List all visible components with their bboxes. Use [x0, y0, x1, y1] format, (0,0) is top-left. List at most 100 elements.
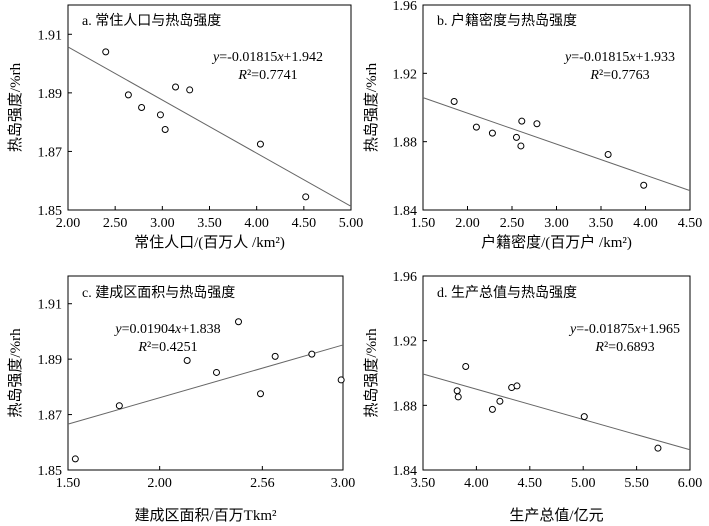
data-point: [71, 455, 79, 463]
data-point: [156, 111, 164, 119]
data-point: [513, 382, 521, 390]
data-point: [115, 402, 123, 410]
x-tick-label: 5.00: [339, 216, 364, 231]
trendline-a: [67, 46, 352, 207]
r-squared: R²=0.7741: [237, 68, 297, 83]
y-tick-label: 1.88: [393, 399, 418, 414]
y-tick-label: 1.87: [38, 409, 63, 424]
panel-title-b: b. 户籍密度与热岛强度: [437, 12, 577, 29]
data-point: [271, 352, 279, 360]
y-tick-label: 1.85: [38, 204, 63, 219]
data-point: [450, 98, 458, 106]
data-point: [654, 444, 662, 452]
x-tick-label: 6.00: [678, 476, 703, 491]
plot-frame-a: [67, 4, 352, 211]
data-point: [580, 413, 588, 421]
regression-equation: y=0.01904x+1.838: [113, 322, 220, 337]
x-axis-label: 生产总值/亿元: [509, 507, 603, 524]
regression-equation: y=-0.01815x+1.933: [563, 50, 675, 65]
x-axis-label: 常住人口/(百万人 /km²): [134, 234, 285, 251]
data-point: [517, 142, 525, 150]
x-tick-label: 2.50: [500, 216, 525, 231]
y-tick-label: 1.87: [38, 145, 63, 160]
y-tick-label: 1.84: [393, 464, 418, 479]
trendline-b: [422, 97, 691, 192]
data-point: [512, 133, 520, 141]
x-tick-label: 4.00: [633, 216, 658, 231]
x-tick-label: 3.00: [331, 476, 356, 491]
x-tick-label: 4.00: [464, 476, 489, 491]
data-point: [235, 318, 242, 326]
data-point: [138, 104, 146, 111]
panel-title-a: a. 常住人口与热岛强度: [82, 13, 221, 29]
x-tick-label: 2.00: [147, 476, 172, 491]
x-tick-label: 4.00: [244, 216, 269, 231]
y-tick-label: 1.89: [38, 87, 63, 102]
data-point: [124, 91, 132, 99]
x-tick-label: 2.56: [250, 476, 275, 491]
panel-b: 1.50 2.00 2.50 3.00 3.50 4.00 4.50 1.84 1.88 1.92…: [363, 0, 702, 251]
regression-equation: y=-0.01875x+1.965: [568, 322, 680, 337]
data-point: [454, 393, 462, 401]
r-squared: R²=0.6893: [594, 340, 654, 355]
data-point: [496, 397, 504, 405]
y-axis-label: 热岛强度/%rh: [7, 328, 24, 418]
x-tick-label: 5.00: [571, 476, 596, 491]
r-squared: R²=0.7763: [589, 68, 649, 83]
x-axis-label: 户籍密度/(百万户 /km²): [481, 234, 632, 251]
plot-frame-b: [422, 4, 691, 211]
trendline-d: [422, 373, 691, 451]
data-point: [102, 48, 110, 56]
y-tick-label: 1.91: [38, 28, 63, 43]
data-point: [640, 181, 648, 189]
data-point: [453, 387, 461, 395]
y-tick-label: 1.92: [393, 67, 418, 82]
x-tick-label: 2.00: [56, 216, 81, 231]
data-point: [518, 117, 526, 125]
panel-title-c: c. 建成区面积与热岛强度: [82, 285, 235, 301]
x-tick-label: 3.00: [544, 216, 569, 231]
y-axis-label: 热岛强度/%rh: [363, 328, 380, 418]
x-tick-label: 3.50: [197, 216, 222, 231]
data-point: [604, 150, 612, 158]
data-point: [462, 363, 470, 371]
data-point: [172, 83, 180, 91]
panel-title-d: d. 生产总值与热岛强度: [437, 285, 577, 301]
x-tick-label: 1.50: [411, 216, 436, 231]
data-point: [186, 86, 194, 94]
y-tick-label: 1.96: [393, 0, 418, 14]
panel-c: 1.50 2.00 2.56 3.00 1.85 1.87 1.89 1.91 c. 建成区面积…: [7, 275, 356, 524]
y-tick-label: 1.91: [38, 298, 63, 313]
y-axis-label: 热岛强度/%rh: [7, 62, 24, 152]
y-tick-label: 1.89: [38, 353, 63, 368]
y-tick-label: 1.92: [393, 335, 418, 350]
plot-frame-c: [67, 275, 344, 471]
y-tick-label: 1.85: [38, 464, 63, 479]
x-axis-label: 建成区面积/百万Tkm²: [135, 507, 277, 524]
panel-d: 3.50 4.00 4.50 5.00 5.50 6.00 1.84 1.88 1.92 1.96…: [363, 270, 702, 524]
data-point: [308, 350, 316, 358]
data-point: [256, 140, 264, 148]
data-point: [302, 193, 310, 201]
data-point: [488, 405, 496, 413]
x-tick-label: 1.50: [56, 476, 81, 491]
r-squared: R²=0.4251: [137, 340, 197, 355]
data-point: [337, 376, 345, 384]
x-tick-label: 5.50: [624, 476, 649, 491]
plot-frame-d: [422, 275, 691, 471]
regression-equation: y=-0.01815x+1.942: [211, 50, 323, 65]
x-tick-label: 4.50: [678, 216, 703, 231]
y-tick-label: 1.96: [393, 270, 418, 285]
data-point: [257, 390, 264, 398]
x-tick-label: 2.00: [455, 216, 480, 231]
data-point: [472, 123, 480, 131]
x-tick-label: 3.50: [589, 216, 614, 231]
x-tick-label: 4.50: [292, 216, 317, 231]
y-tick-label: 1.84: [393, 204, 418, 219]
panel-a: 2.00 2.50 3.00 3.50 4.00 4.50 5.00 1.85 1.87 1.89…: [7, 4, 364, 251]
trendline-c: [67, 344, 344, 425]
data-point: [161, 125, 169, 133]
data-point: [213, 368, 220, 376]
data-point: [533, 120, 541, 128]
